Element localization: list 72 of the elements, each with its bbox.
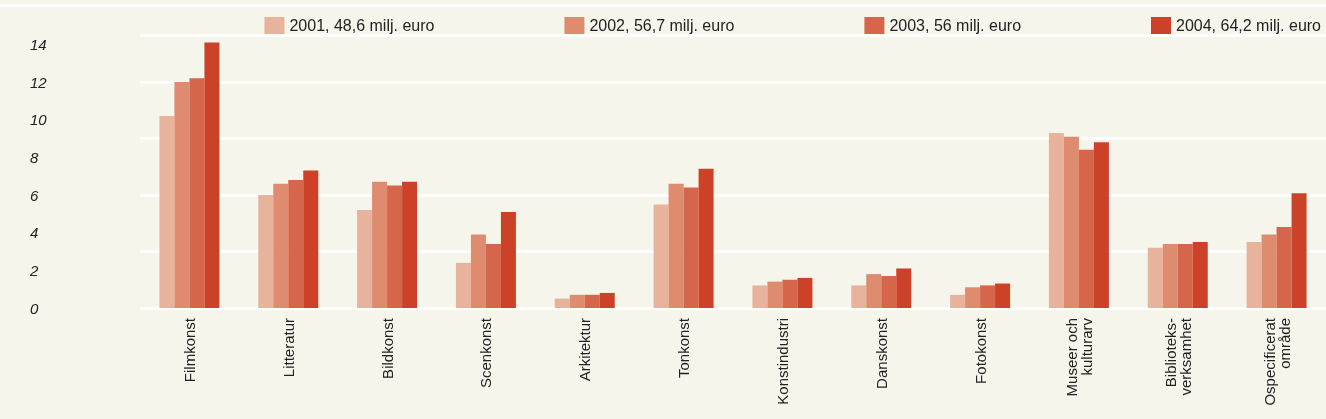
bar: [258, 195, 274, 308]
bar: [995, 283, 1011, 308]
bar: [599, 292, 615, 308]
bar: [1078, 149, 1094, 308]
bar: [1048, 132, 1064, 308]
x-tick-label: Arkitektur: [576, 318, 594, 382]
bar: [881, 275, 897, 308]
bar: [455, 262, 471, 308]
bar: [372, 181, 388, 308]
bar: [174, 82, 190, 308]
bar: [402, 181, 418, 308]
bar: [698, 168, 714, 308]
y-tick-label: 10: [30, 111, 48, 129]
bar: [866, 274, 882, 308]
bar: [851, 285, 867, 308]
bar: [950, 294, 966, 308]
bar: [980, 285, 996, 308]
x-tick-label: Danskonst: [872, 317, 890, 389]
bar: [1162, 243, 1178, 308]
bar: [288, 179, 304, 308]
bar: [470, 234, 486, 308]
y-tick-label: 0: [30, 299, 39, 317]
bar: [485, 243, 501, 308]
bar: [1147, 247, 1163, 308]
bar: [273, 183, 289, 308]
bar: [767, 281, 783, 308]
x-tick-label: Scenkonst: [477, 317, 495, 389]
bar: [569, 294, 585, 308]
y-tick-label: 12: [30, 73, 48, 91]
x-tick-label: Filmkonst: [180, 317, 198, 383]
legend-label: 2001, 48,6 milj. euro: [289, 17, 435, 34]
bar: [1093, 142, 1109, 308]
bar: [303, 170, 319, 308]
y-tick-label: 6: [30, 186, 39, 204]
bar: [1261, 234, 1277, 308]
x-tick-label: Konstindustri: [773, 318, 791, 405]
bar: [1192, 242, 1208, 308]
x-tick-label: Biblioteks- verksamhet: [1161, 317, 1194, 396]
legend-label: 2002, 56,7 milj. euro: [589, 17, 735, 34]
y-tick-label: 14: [30, 35, 47, 53]
bar: [1246, 242, 1262, 308]
bar: [782, 279, 798, 308]
bar: [683, 187, 699, 308]
bar: [189, 78, 205, 308]
bar: [554, 298, 570, 308]
x-tick-label: Tonkonst: [675, 317, 693, 379]
bar: [204, 42, 220, 308]
bar: [1177, 243, 1193, 308]
bar: [965, 287, 981, 308]
bar: [1063, 136, 1079, 308]
y-tick-label: 4: [30, 224, 39, 242]
x-tick-label: Bildkonst: [378, 317, 396, 379]
x-tick-label: Litteratur: [279, 318, 297, 378]
x-tick-label: Museer och kulturarv: [1062, 317, 1095, 397]
legend-label: 2004, 64,2 milj. euro: [1176, 17, 1322, 34]
bar: [387, 185, 403, 308]
y-tick-label: 8: [30, 148, 39, 166]
bar: [896, 268, 912, 308]
legend-label: 2003, 56 milj. euro: [889, 17, 1022, 34]
y-tick-label: 2: [29, 261, 39, 279]
bar: [584, 294, 600, 308]
bar: [500, 211, 516, 308]
bar: [1291, 193, 1307, 308]
bar: [1276, 227, 1292, 308]
bar: [797, 277, 813, 308]
bar: [653, 204, 669, 308]
bar: [357, 210, 373, 308]
x-tick-label: Fotokonst: [971, 317, 989, 384]
x-tick-label: Ospecificerat område: [1260, 317, 1293, 406]
bar: [752, 285, 768, 308]
bar: [668, 183, 684, 308]
bar: [159, 115, 175, 308]
